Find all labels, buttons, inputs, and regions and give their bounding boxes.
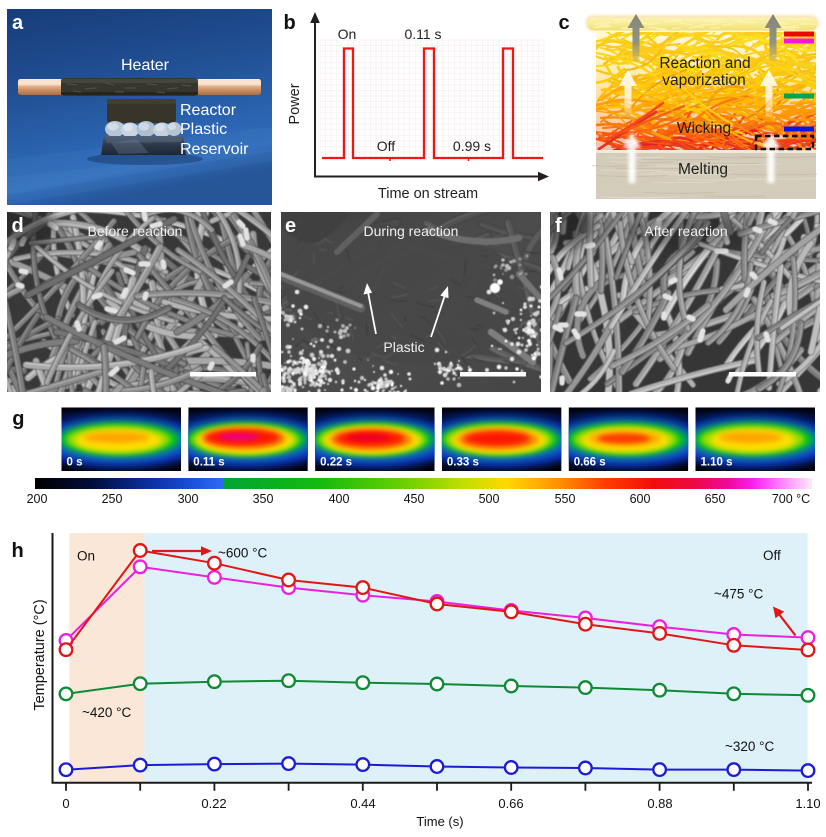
svg-text:On: On <box>77 549 95 564</box>
svg-text:350: 350 <box>253 492 274 506</box>
svg-text:Melting: Melting <box>678 161 728 178</box>
svg-text:Power: Power <box>287 83 303 124</box>
svg-text:~600 °C: ~600 °C <box>218 546 268 561</box>
svg-text:Reservoir: Reservoir <box>180 141 249 158</box>
svg-text:250: 250 <box>102 492 123 506</box>
svg-text:0.66 s: 0.66 s <box>574 457 606 469</box>
svg-text:~320 °C: ~320 °C <box>725 739 775 754</box>
svg-text:700 °C: 700 °C <box>772 492 810 506</box>
svg-text:600: 600 <box>630 492 651 506</box>
svg-text:Reaction and: Reaction and <box>659 55 750 72</box>
svg-text:0 s: 0 s <box>67 457 83 469</box>
svg-text:0.22 s: 0.22 s <box>320 457 352 469</box>
svg-text:Temperature (°C): Temperature (°C) <box>32 599 48 710</box>
svg-text:400: 400 <box>329 492 350 506</box>
svg-text:Off: Off <box>377 138 396 154</box>
svg-text:1.10 s: 1.10 s <box>701 457 733 469</box>
svg-text:Plastic: Plastic <box>383 339 424 355</box>
svg-text:500: 500 <box>479 492 500 506</box>
svg-text:0.11 s: 0.11 s <box>193 457 224 469</box>
svg-text:0: 0 <box>62 796 69 811</box>
svg-text:450: 450 <box>404 492 425 506</box>
svg-text:0.44: 0.44 <box>350 796 375 811</box>
svg-text:0.22: 0.22 <box>201 796 226 811</box>
svg-text:After reaction: After reaction <box>644 223 727 239</box>
svg-text:Off: Off <box>763 548 781 563</box>
svg-text:550: 550 <box>555 492 576 506</box>
svg-text:0.88: 0.88 <box>647 796 672 811</box>
svg-text:Wicking: Wicking <box>677 120 731 137</box>
svg-text:On: On <box>338 26 357 42</box>
svg-text:During reaction: During reaction <box>364 223 459 239</box>
svg-text:Reactor: Reactor <box>180 102 237 119</box>
svg-text:~420 °C: ~420 °C <box>82 705 132 720</box>
svg-text:Before reaction: Before reaction <box>88 223 183 239</box>
svg-text:0.11 s: 0.11 s <box>404 26 441 42</box>
svg-text:0.66: 0.66 <box>498 796 523 811</box>
svg-text:0.99 s: 0.99 s <box>453 138 491 154</box>
svg-text:650: 650 <box>705 492 726 506</box>
svg-text:Time (s): Time (s) <box>416 814 463 829</box>
svg-text:Plastic: Plastic <box>180 121 227 138</box>
svg-text:~475 °C: ~475 °C <box>714 587 764 602</box>
svg-text:300: 300 <box>178 492 199 506</box>
svg-text:0.33 s: 0.33 s <box>447 457 479 469</box>
svg-text:vaporization: vaporization <box>662 72 746 89</box>
svg-text:Heater: Heater <box>121 57 170 74</box>
svg-text:1.10: 1.10 <box>795 796 820 811</box>
svg-text:Time on stream: Time on stream <box>378 186 478 202</box>
svg-text:200: 200 <box>27 492 48 506</box>
